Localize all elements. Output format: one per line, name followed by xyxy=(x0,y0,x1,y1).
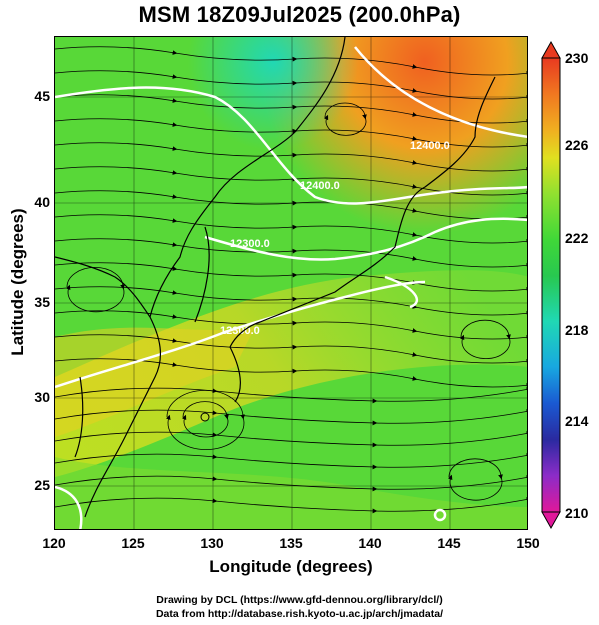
streamline xyxy=(165,390,245,451)
y-tick-label: 25 xyxy=(34,477,50,493)
coastline-bohai xyxy=(55,256,151,318)
coastline-japan xyxy=(229,76,496,348)
streamline xyxy=(55,453,527,470)
credit-data-source: Data from http://database.rish.kyoto-u.a… xyxy=(155,608,444,620)
colorbar-gradient xyxy=(541,57,561,513)
contour-label: 12300.0 xyxy=(230,238,270,250)
streamline xyxy=(459,319,511,359)
streamlines xyxy=(55,46,527,514)
map-canvas: 12400.0 12400.0 12300.0 12300.0 xyxy=(55,37,527,529)
coastline-korea xyxy=(194,226,210,323)
colorbar-tick: 222 xyxy=(565,230,589,246)
y-tick-label: 30 xyxy=(34,389,50,405)
colorbar-tick: 210 xyxy=(565,505,589,521)
streamline xyxy=(323,102,367,136)
streamline xyxy=(55,262,527,292)
streamline xyxy=(55,310,527,340)
colorbar xyxy=(541,40,561,530)
x-tick-label: 150 xyxy=(516,535,540,551)
coastline-china-east xyxy=(84,316,161,518)
contour-small-loop xyxy=(384,275,419,309)
streamline xyxy=(55,387,527,404)
streamline xyxy=(65,267,125,313)
colorbar-tick: 218 xyxy=(565,322,589,338)
x-tick-label: 125 xyxy=(121,535,145,551)
contour-small-circle xyxy=(433,508,447,522)
contour-label: 12400.0 xyxy=(410,140,450,152)
streamline xyxy=(55,497,527,514)
colorbar-tick: 230 xyxy=(565,50,589,66)
streamline xyxy=(55,238,527,268)
okinawa-island xyxy=(200,412,210,422)
streamline xyxy=(55,475,527,492)
colorbar-tick: 214 xyxy=(565,413,589,429)
x-tick-label: 135 xyxy=(279,535,303,551)
streamline xyxy=(55,334,527,364)
contour-north-line xyxy=(354,46,527,138)
map-plot-area: 12400.0 12400.0 12300.0 12300.0 xyxy=(54,36,528,530)
streamline xyxy=(55,409,527,426)
coastline-taiwan xyxy=(74,376,84,458)
contour-label: 12400.0 xyxy=(300,180,340,192)
contour-label: 12300.0 xyxy=(220,325,260,337)
streamline xyxy=(55,70,527,100)
contour-12400-line-2 xyxy=(204,217,527,261)
streamline xyxy=(55,94,527,124)
x-tick-label: 145 xyxy=(437,535,461,551)
coastline-kyushu xyxy=(229,346,242,403)
coastlines xyxy=(55,37,496,518)
y-axis-label: Latitude (degrees) xyxy=(8,208,27,356)
x-tick-label: 120 xyxy=(42,535,66,551)
streamline xyxy=(55,431,527,448)
streamline xyxy=(55,214,527,244)
streamline xyxy=(55,190,527,220)
streamline xyxy=(55,286,527,316)
y-tick-label: 40 xyxy=(34,194,50,210)
contour-southwest xyxy=(55,485,83,529)
chart-title: MSM 18Z09Jul2025 (200.0hPa) xyxy=(138,2,461,27)
x-tick-label: 130 xyxy=(200,535,224,551)
contour-12400-line xyxy=(55,86,527,205)
contour-labels: 12400.0 12400.0 12300.0 12300.0 xyxy=(220,140,450,337)
streamline xyxy=(55,46,527,76)
x-tick-label: 140 xyxy=(358,535,382,551)
streamline xyxy=(447,458,503,501)
y-tick-label: 35 xyxy=(34,294,50,310)
x-axis-label: Longitude (degrees) xyxy=(209,557,373,576)
colorbar-min-arrow xyxy=(541,511,561,530)
coastline-continent xyxy=(149,37,346,318)
colorbar-tick: 226 xyxy=(565,137,589,153)
y-tick-label: 45 xyxy=(34,88,50,104)
streamline xyxy=(55,142,527,172)
colorbar-max-arrow xyxy=(541,40,561,59)
streamline xyxy=(55,118,527,148)
credit-drawing: Drawing by DCL (https://www.gfd-dennou.o… xyxy=(156,594,443,606)
cool-region-north xyxy=(55,37,527,529)
